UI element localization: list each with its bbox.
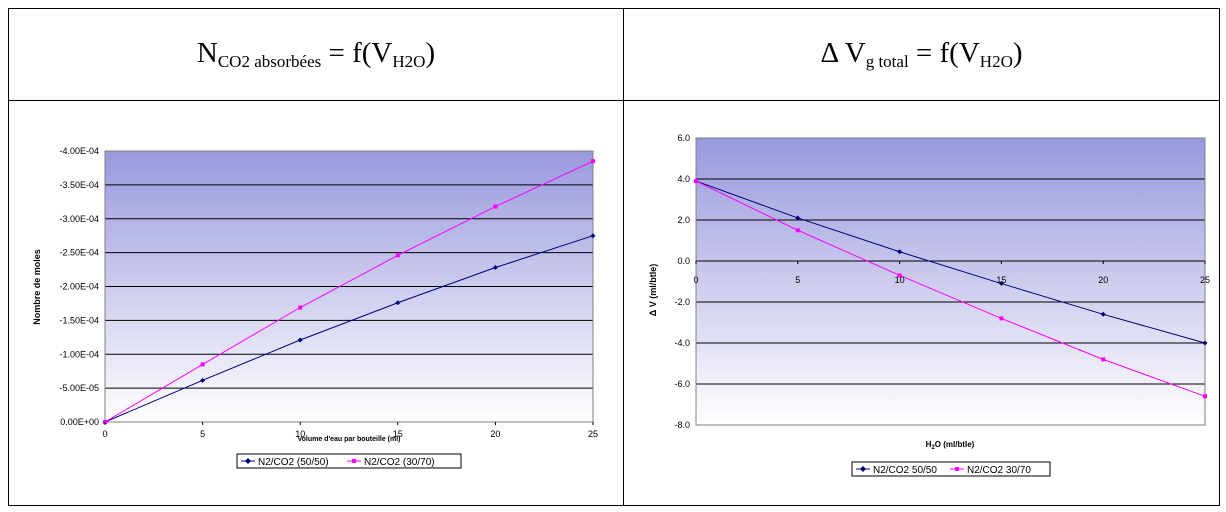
series-line-1 xyxy=(104,235,594,423)
legend-entry-2: N2/CO2 (30/70) xyxy=(364,457,435,468)
data-point xyxy=(493,204,498,209)
x-tick-label: 5 xyxy=(795,275,800,285)
y-tick-label: -5.00E-05 xyxy=(59,383,99,393)
legend-entry-1: N2/CO2 (50/50) xyxy=(258,457,329,468)
data-point xyxy=(795,215,801,221)
y-tick-label: 2.0 xyxy=(677,215,690,225)
chart-moles-absorbed: 0.00E+00 -5.00E-05 -1.00E-04 -1.50E-04 -2.00… xyxy=(32,146,598,469)
y-tick-label: 6.0 xyxy=(677,133,690,143)
data-point xyxy=(297,337,303,343)
left-header: NCO2 absorbées = f(VH2O) xyxy=(8,8,624,101)
y-tick-label: -3.50E-04 xyxy=(59,180,99,190)
right-header: Δ Vg total = f(VH2O) xyxy=(623,8,1220,101)
y-tick-label: -2.0 xyxy=(674,297,690,307)
left-header-formula: NCO2 absorbées = f(VH2O) xyxy=(196,37,436,71)
y-tick-label: -3.00E-04 xyxy=(59,214,99,224)
data-point xyxy=(492,265,498,271)
data-point xyxy=(1100,311,1106,317)
data-point xyxy=(590,233,596,239)
data-point xyxy=(999,316,1004,321)
chart-gas-volume-change: -8.0-6.0-4.0-2.00.02.04.06.0 0 5 10 15 20 25 … xyxy=(648,133,1210,477)
data-point xyxy=(694,179,698,184)
data-point xyxy=(395,300,401,306)
x-tick-label: 25 xyxy=(1200,275,1210,285)
plot-border xyxy=(104,150,594,423)
data-point xyxy=(1203,394,1207,399)
series-line-1 xyxy=(695,180,1206,344)
x-tick-label: 25 xyxy=(588,429,598,439)
data-point xyxy=(200,362,205,367)
right-header-formula: Δ Vg total = f(VH2O) xyxy=(820,37,1023,71)
data-point xyxy=(897,273,902,278)
y-tick-label: -4.0 xyxy=(674,338,690,348)
x-tick-label: 20 xyxy=(1098,275,1108,285)
x-tick-label: 15 xyxy=(996,275,1006,285)
x-tick-label: 0 xyxy=(102,429,107,439)
data-point xyxy=(795,228,800,233)
x-tick-label: 5 xyxy=(200,429,205,439)
data-point xyxy=(998,281,1004,287)
x-tick-label: 20 xyxy=(490,429,500,439)
data-point xyxy=(298,305,303,310)
data-point xyxy=(897,249,903,255)
legend-marker-diamond xyxy=(860,466,866,472)
plot-border xyxy=(695,137,1206,426)
x-tick-label: 15 xyxy=(393,429,403,439)
y-tick-label: -1.00E-04 xyxy=(59,349,99,359)
legend-marker-square xyxy=(352,459,356,463)
x-tick-label: 10 xyxy=(295,429,305,439)
series-line-2 xyxy=(104,160,594,423)
x-tick-label: 10 xyxy=(895,275,905,285)
data-point xyxy=(1202,340,1208,346)
plot-area xyxy=(696,138,1205,425)
data-point xyxy=(1101,357,1106,362)
y-tick-label: -2.00E-04 xyxy=(59,282,99,292)
y-tick-label: -8.0 xyxy=(674,420,690,430)
legend-entry-1: N2/CO2 50/50 xyxy=(873,465,937,476)
y-tick-label: 0.00E+00 xyxy=(60,417,99,427)
x-axis-label: H2O (ml/btle) xyxy=(926,440,975,451)
y-tick-label: -1.50E-04 xyxy=(59,315,99,325)
y-axis-label: Nombre de moles xyxy=(32,249,42,325)
y-tick-label: -6.0 xyxy=(674,379,690,389)
y-tick-label: 4.0 xyxy=(677,174,690,184)
data-point xyxy=(200,377,206,383)
data-point xyxy=(591,159,595,164)
legend: N2/CO2 (50/50) N2/CO2 (30/70) xyxy=(236,453,462,469)
legend-entry-2: N2/CO2 30/70 xyxy=(967,465,1031,476)
legend-marker-diamond xyxy=(245,458,251,464)
y-tick-label: 0.0 xyxy=(677,256,690,266)
y-tick-label: -2.50E-04 xyxy=(59,248,99,258)
legend-marker-square xyxy=(955,467,959,471)
x-axis-label: Volume d'eau par bouteille (ml) xyxy=(297,436,400,443)
series-line-2 xyxy=(695,180,1206,397)
x-tick-label: 0 xyxy=(693,275,698,285)
legend: N2/CO2 50/50 N2/CO2 30/70 xyxy=(851,461,1051,477)
data-point xyxy=(395,253,400,258)
y-axis-label: Δ V (ml/btle) xyxy=(648,264,658,316)
y-tick-label: -4.00E-04 xyxy=(59,146,99,156)
